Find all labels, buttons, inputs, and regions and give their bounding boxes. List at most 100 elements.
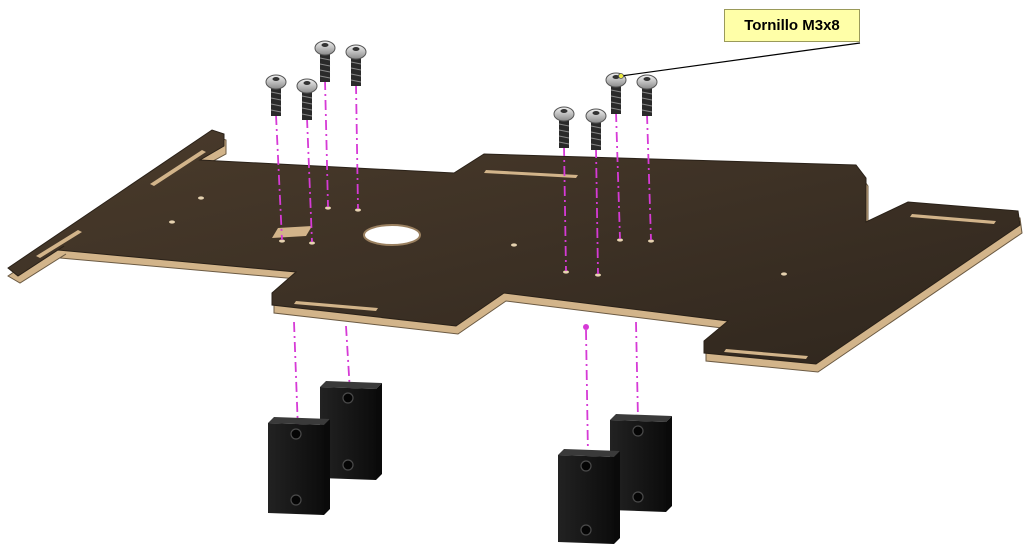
- thread-line: [610, 89, 622, 93]
- block-front: [320, 387, 376, 480]
- hole: [169, 220, 175, 224]
- spacer-block: [558, 449, 620, 544]
- axis-line: [306, 117, 313, 243]
- thread-line: [641, 103, 653, 107]
- hole: [595, 273, 601, 277]
- thread-line: [270, 91, 282, 95]
- axis-line: [595, 147, 599, 275]
- slot-bottom-left: [294, 301, 378, 311]
- screw-shank: [559, 118, 569, 148]
- thread-line: [641, 91, 653, 95]
- screw-head: [553, 106, 575, 122]
- block-front: [268, 423, 324, 515]
- thread-line: [558, 135, 570, 139]
- screw-thread: [319, 57, 331, 79]
- hole: [617, 238, 623, 242]
- thread-line: [590, 125, 602, 129]
- hole: [198, 196, 204, 200]
- block-hole: [632, 425, 644, 437]
- spacer-block: [610, 414, 672, 512]
- thread-line: [270, 97, 282, 101]
- hole: [279, 239, 285, 243]
- hole: [648, 239, 654, 243]
- slot-left-arm: [150, 150, 206, 186]
- screw: [296, 78, 318, 120]
- axis-line: [275, 114, 283, 241]
- block-hole: [290, 494, 302, 506]
- axis-line: [345, 325, 351, 393]
- thread-line: [350, 61, 362, 65]
- screw-head: [265, 74, 287, 90]
- thread-line: [319, 63, 331, 67]
- thread-line: [590, 131, 602, 135]
- thread-line: [319, 57, 331, 61]
- hole: [355, 208, 361, 212]
- axis-line: [324, 79, 329, 208]
- hole: [309, 241, 315, 245]
- block-hole: [342, 459, 354, 471]
- block-top: [610, 414, 672, 422]
- thread-line: [610, 95, 622, 99]
- thread-line: [590, 137, 602, 141]
- thread-line: [270, 109, 282, 113]
- screw-shank: [351, 56, 361, 86]
- mounting-plate: [7, 129, 1023, 373]
- center-hole: [363, 224, 421, 246]
- axis-line: [615, 111, 621, 240]
- screw-shank: [591, 120, 601, 150]
- screw-head: [585, 108, 607, 124]
- screw-shank: [271, 86, 281, 116]
- block-side: [376, 383, 382, 480]
- block-hole: [632, 491, 644, 503]
- block-front: [558, 455, 614, 544]
- screw-socket: [612, 75, 620, 79]
- slot-left-low: [36, 230, 82, 258]
- block-hole: [342, 392, 354, 404]
- block-hole: [580, 524, 592, 536]
- callout-leader: [620, 42, 861, 77]
- screw-shank: [642, 86, 652, 116]
- axis-line: [585, 329, 589, 457]
- thread-line: [301, 113, 313, 117]
- thread-line: [319, 75, 331, 79]
- screw-socket: [321, 43, 329, 47]
- screw-thread: [270, 91, 282, 113]
- callout-anchor: [618, 73, 624, 79]
- screw-thread: [301, 95, 313, 117]
- axis-line: [355, 83, 359, 210]
- thread-line: [641, 97, 653, 101]
- thread-line: [610, 101, 622, 105]
- screw-head: [314, 40, 336, 56]
- screw-socket: [643, 77, 651, 81]
- screw: [265, 74, 287, 116]
- axis-marker: [583, 324, 589, 330]
- block-side: [614, 451, 620, 544]
- screw-socket: [560, 109, 568, 113]
- screw: [345, 44, 367, 86]
- screw-shank: [611, 84, 621, 114]
- plate-top: [7, 129, 1021, 365]
- block-top: [558, 449, 620, 457]
- hole: [781, 272, 787, 276]
- block-hole: [580, 460, 592, 472]
- block-top: [320, 381, 382, 389]
- axis-line: [293, 321, 299, 431]
- screw-socket: [272, 77, 280, 81]
- screw-head: [296, 78, 318, 94]
- screw-thread: [610, 89, 622, 111]
- block-front: [610, 420, 666, 512]
- thread-line: [641, 109, 653, 113]
- thread-line: [610, 107, 622, 111]
- screw-thread: [641, 91, 653, 113]
- thread-line: [558, 123, 570, 127]
- axis-line: [635, 321, 639, 421]
- block-side: [324, 419, 330, 515]
- hole: [325, 206, 331, 210]
- axis-line: [563, 145, 567, 272]
- screw-head: [636, 74, 658, 90]
- screw-shank: [320, 52, 330, 82]
- thread-line: [350, 73, 362, 77]
- block-side: [666, 416, 672, 512]
- screw: [605, 72, 627, 114]
